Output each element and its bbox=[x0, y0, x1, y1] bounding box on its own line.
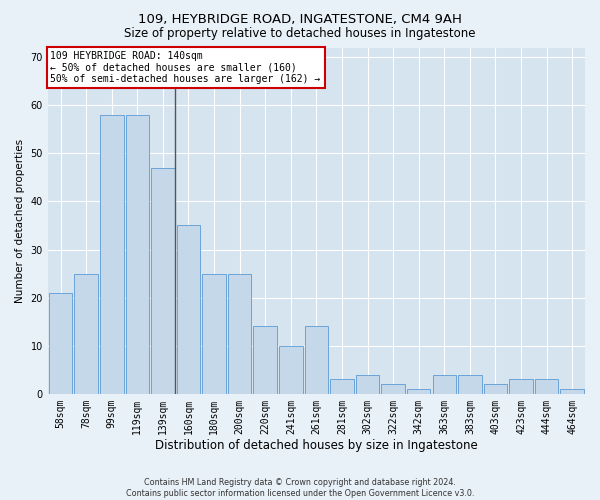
Bar bbox=[535, 380, 559, 394]
Bar bbox=[407, 389, 430, 394]
Bar bbox=[433, 374, 456, 394]
Bar bbox=[458, 374, 482, 394]
Bar bbox=[509, 380, 533, 394]
Text: Size of property relative to detached houses in Ingatestone: Size of property relative to detached ho… bbox=[124, 28, 476, 40]
Bar bbox=[305, 326, 328, 394]
Text: 109, HEYBRIDGE ROAD, INGATESTONE, CM4 9AH: 109, HEYBRIDGE ROAD, INGATESTONE, CM4 9A… bbox=[138, 12, 462, 26]
Text: 109 HEYBRIDGE ROAD: 140sqm
← 50% of detached houses are smaller (160)
50% of sem: 109 HEYBRIDGE ROAD: 140sqm ← 50% of deta… bbox=[50, 51, 321, 84]
Bar bbox=[228, 274, 251, 394]
Bar bbox=[382, 384, 405, 394]
Bar bbox=[356, 374, 379, 394]
Bar bbox=[74, 274, 98, 394]
Bar bbox=[100, 115, 124, 394]
Text: Contains HM Land Registry data © Crown copyright and database right 2024.
Contai: Contains HM Land Registry data © Crown c… bbox=[126, 478, 474, 498]
Bar bbox=[484, 384, 507, 394]
X-axis label: Distribution of detached houses by size in Ingatestone: Distribution of detached houses by size … bbox=[155, 440, 478, 452]
Bar bbox=[279, 346, 302, 394]
Bar bbox=[151, 168, 175, 394]
Bar bbox=[330, 380, 354, 394]
Bar bbox=[49, 293, 73, 394]
Bar bbox=[177, 226, 200, 394]
Y-axis label: Number of detached properties: Number of detached properties bbox=[15, 138, 25, 302]
Bar bbox=[125, 115, 149, 394]
Bar bbox=[560, 389, 584, 394]
Bar bbox=[253, 326, 277, 394]
Bar bbox=[202, 274, 226, 394]
